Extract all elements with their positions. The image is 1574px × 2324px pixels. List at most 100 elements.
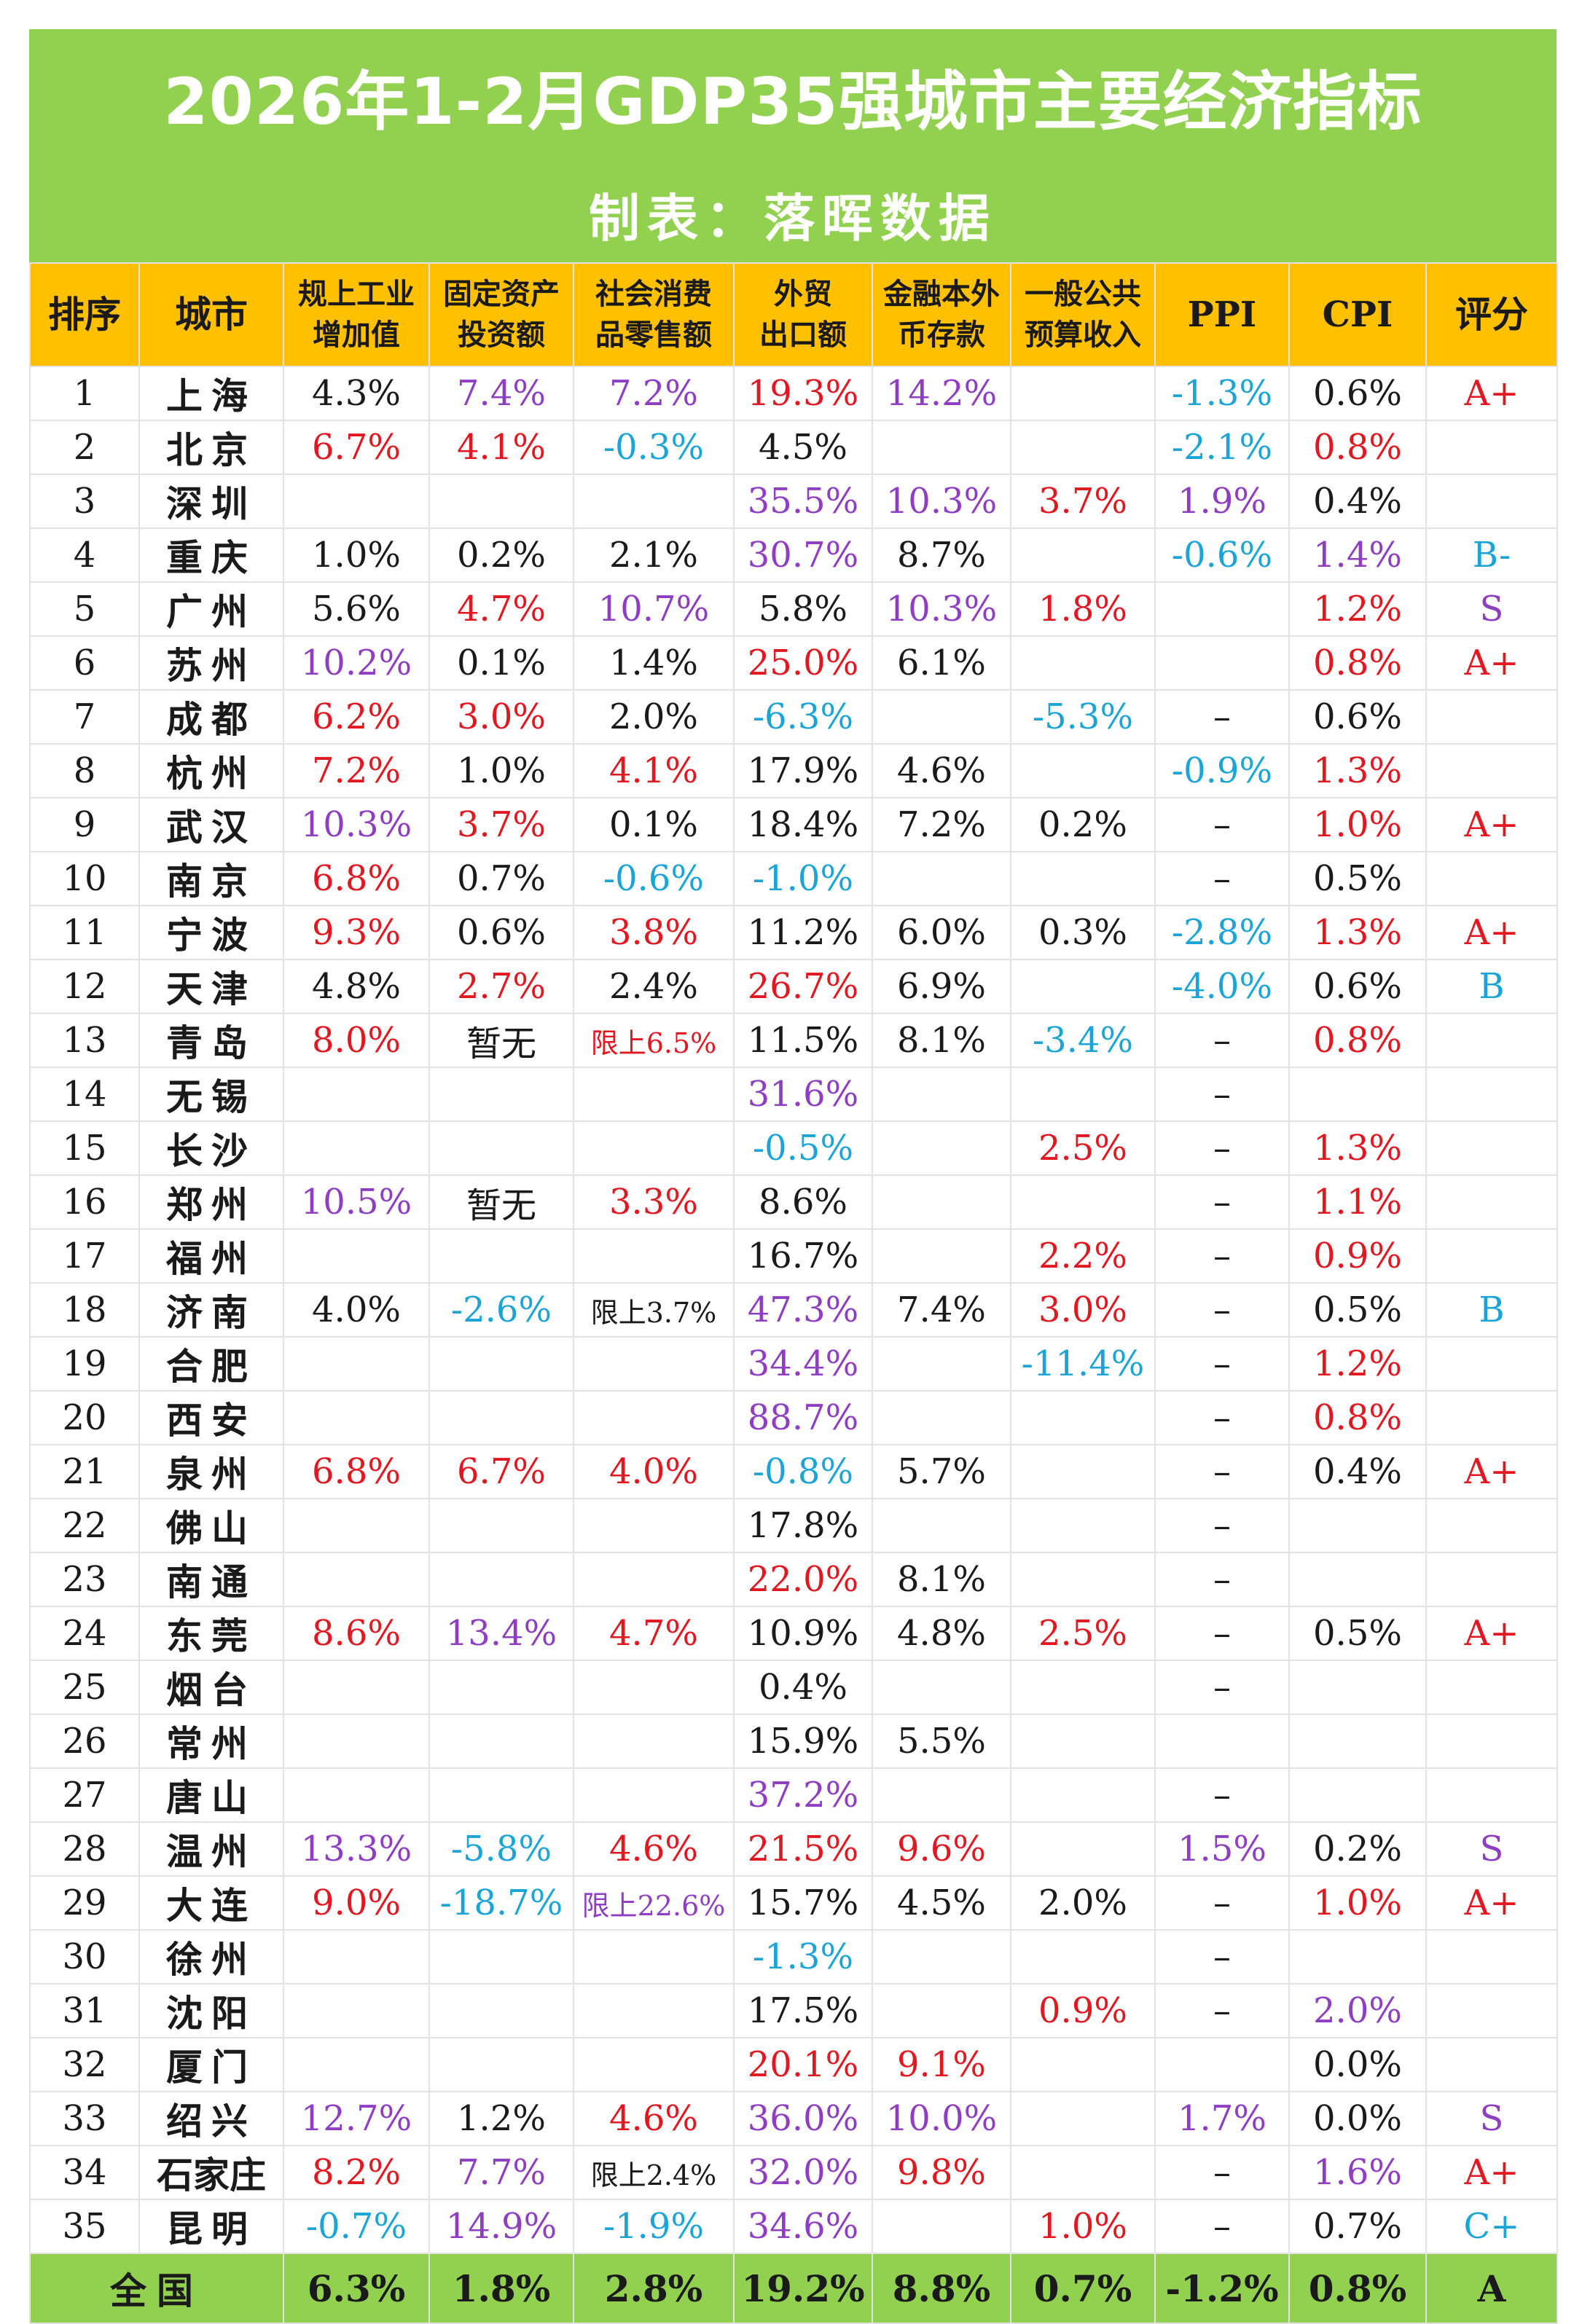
national-cell: 6.3% <box>283 2253 430 2324</box>
data-cell: 6.9% <box>872 959 1011 1014</box>
data-cell: 8.0% <box>283 1013 430 1068</box>
data-cell <box>1010 851 1156 906</box>
data-cell: 3.7% <box>428 797 574 852</box>
data-cell: 32.0% <box>733 2145 873 2200</box>
city-cell: 合肥 <box>138 1336 284 1391</box>
data-cell <box>872 1498 1011 1553</box>
data-cell: 4.5% <box>872 1875 1011 1931</box>
data-cell <box>573 1552 735 1607</box>
city-cell: 常州 <box>138 1713 284 1769</box>
city-cell: 大连 <box>138 1875 284 1931</box>
rank-cell: 13 <box>29 1013 140 1068</box>
data-cell <box>1010 1552 1156 1607</box>
table-row: 3 深圳 35.5% 10.3% 3.7% 1.9% 0.4% <box>29 474 1558 529</box>
data-cell: -0.8% <box>733 1444 873 1499</box>
data-cell <box>1154 2037 1290 2092</box>
data-cell: 限上3.7% <box>573 1282 735 1338</box>
table-row: 33 绍兴 12.7% 1.2% 4.6% 36.0% 10.0% 1.7% 0.0% S <box>29 2091 1558 2146</box>
data-cell: 10.2% <box>283 635 430 691</box>
column-header: 评分 <box>1425 262 1558 367</box>
data-cell: 34.6% <box>733 2199 873 2254</box>
data-cell <box>428 1120 574 1176</box>
data-cell: 限上2.4% <box>573 2145 735 2200</box>
data-cell: 8.2% <box>283 2145 430 2200</box>
data-cell: 0.7% <box>428 851 574 906</box>
data-cell: 3.0% <box>428 689 574 745</box>
data-cell: 0.8% <box>1288 1390 1427 1445</box>
data-cell: – <box>1154 1552 1290 1607</box>
table-row: 9 武汉 10.3% 3.7% 0.1% 18.4% 7.2% 0.2% –1.0% A+ <box>29 797 1558 852</box>
city-cell: 重庆 <box>138 527 284 583</box>
data-cell: 0.2% <box>1010 797 1156 852</box>
data-cell <box>428 1228 574 1284</box>
data-cell: 9.1% <box>872 2037 1011 2092</box>
data-cell: 1.6% <box>1288 2145 1427 2200</box>
data-cell: 12.7% <box>283 2091 430 2146</box>
data-cell: 31.6% <box>733 1067 873 1122</box>
city-cell: 上海 <box>138 366 284 421</box>
data-cell <box>872 1983 1011 2038</box>
data-cell: 7.2% <box>573 366 735 421</box>
table-body: 1 上海 4.3% 7.4% 7.2% 19.3% 14.2% -1.3% 0.6% A+ 2 北京 6… <box>29 366 1558 2254</box>
data-cell <box>1010 1067 1156 1122</box>
rank-cell: 4 <box>29 527 140 583</box>
data-cell: 3.8% <box>573 905 735 960</box>
data-cell: – <box>1154 1120 1290 1176</box>
city-cell: 泉州 <box>138 1444 284 1499</box>
data-cell <box>1425 1929 1558 1985</box>
data-cell: A+ <box>1425 635 1558 691</box>
national-cell: A <box>1425 2253 1558 2324</box>
data-cell <box>1010 1821 1156 1877</box>
data-cell <box>1425 689 1558 745</box>
data-cell <box>428 1713 574 1769</box>
data-cell: 4.6% <box>872 743 1011 798</box>
data-cell: 20.1% <box>733 2037 873 2092</box>
table-header: 排序 城市 规上工业 增加值 固定资产 投资额 社会消费 品零售额 外贸 出口额 金融本外 币存款 一般… <box>29 262 1558 367</box>
data-cell <box>428 1660 574 1715</box>
data-cell <box>1425 1552 1558 1607</box>
data-cell <box>1010 1390 1156 1445</box>
data-cell <box>1288 1067 1427 1122</box>
data-cell: 9.0% <box>283 1875 430 1931</box>
data-cell: 10.3% <box>872 581 1011 637</box>
data-cell: -6.3% <box>733 689 873 745</box>
data-cell: -2.1% <box>1154 420 1290 475</box>
table-row: 32 厦门 20.1% 9.1% 0.0% <box>29 2037 1558 2092</box>
data-cell <box>1425 420 1558 475</box>
city-cell: 南通 <box>138 1552 284 1607</box>
data-cell: -0.7% <box>283 2199 430 2254</box>
data-cell <box>1010 2037 1156 2092</box>
data-cell: – <box>1154 1606 1290 1661</box>
city-cell: 烟台 <box>138 1660 284 1715</box>
city-cell: 佛山 <box>138 1498 284 1553</box>
data-cell: 10.3% <box>872 474 1011 529</box>
data-cell <box>872 420 1011 475</box>
indicator-table: 排序 城市 规上工业 增加值 固定资产 投资额 社会消费 品零售额 外贸 出口额 金融本外 币存款 一般… <box>29 262 1558 2324</box>
data-cell: 4.8% <box>283 959 430 1014</box>
data-cell: B <box>1425 1282 1558 1338</box>
data-cell: 10.0% <box>872 2091 1011 2146</box>
data-cell: – <box>1154 1983 1290 2038</box>
column-header-line2: 投资额 <box>458 318 545 352</box>
data-cell: A+ <box>1425 1606 1558 1661</box>
rank-cell: 34 <box>29 2145 140 2200</box>
data-cell: 1.4% <box>1288 527 1427 583</box>
data-cell <box>573 1660 735 1715</box>
city-cell: 昆明 <box>138 2199 284 2254</box>
data-cell: 2.5% <box>1010 1606 1156 1661</box>
national-cell: 0.8% <box>1288 2253 1427 2324</box>
column-header-line1: 规上工业 <box>298 278 415 311</box>
data-cell <box>428 1983 574 2038</box>
rank-cell: 5 <box>29 581 140 637</box>
data-cell <box>872 1120 1011 1176</box>
rank-cell: 12 <box>29 959 140 1014</box>
data-cell: 18.4% <box>733 797 873 852</box>
rank-cell: 22 <box>29 1498 140 1553</box>
table-row: 29 大连 9.0% -18.7% 限上22.6% 15.7% 4.5% 2.0% –1.0% A… <box>29 1875 1558 1931</box>
data-cell: 2.0% <box>1010 1875 1156 1931</box>
city-cell: 青岛 <box>138 1013 284 1068</box>
data-cell: 3.3% <box>573 1174 735 1230</box>
data-cell: – <box>1154 1767 1290 1823</box>
column-header: 外贸 出口额 <box>733 262 873 367</box>
table-row: 13 青岛 8.0% 暂无 限上6.5% 11.5% 8.1% -3.4% –0.8% <box>29 1013 1558 1068</box>
